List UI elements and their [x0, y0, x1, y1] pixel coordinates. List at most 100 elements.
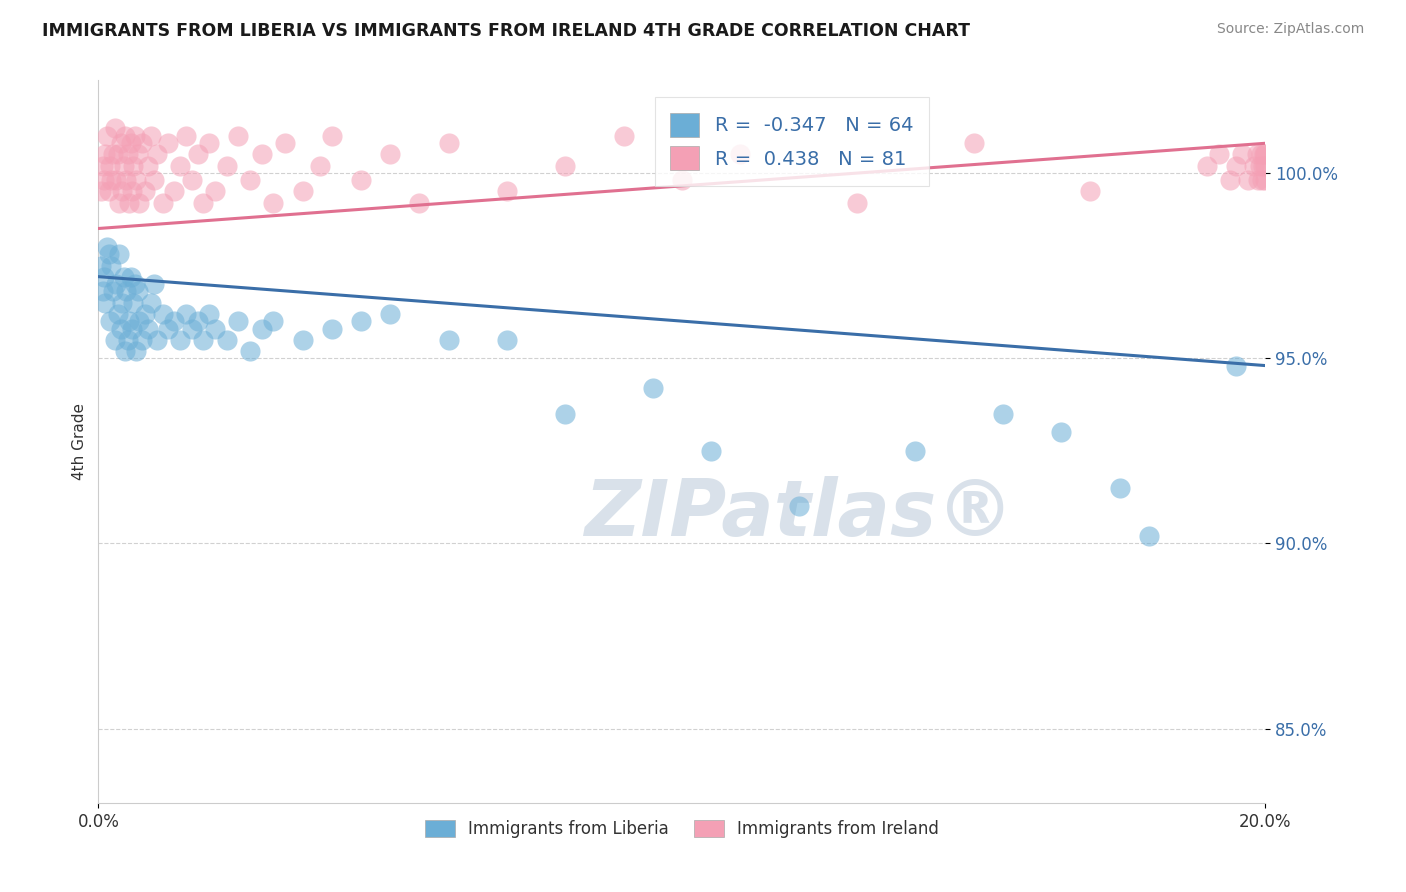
Point [554, 159, 576, 173]
Point [1050, 425, 1073, 440]
Point [1251, 173, 1274, 187]
Point [228, 314, 250, 328]
Point [96, 240, 118, 254]
Point [174, 307, 197, 321]
Point [1249, 159, 1271, 173]
Point [846, 195, 869, 210]
Point [991, 407, 1014, 421]
Point [118, 195, 141, 210]
Point [180, 321, 202, 335]
Point [228, 128, 250, 143]
Point [108, 247, 131, 261]
Point [118, 314, 141, 328]
Point [115, 173, 138, 187]
Point [496, 333, 519, 347]
Point [98, 159, 121, 173]
Point [139, 295, 162, 310]
Point [1108, 481, 1130, 495]
Point [169, 333, 191, 347]
Point [169, 159, 191, 173]
Point [108, 195, 131, 210]
Point [321, 128, 343, 143]
Point [437, 333, 460, 347]
Point [93, 269, 115, 284]
Point [1247, 173, 1270, 187]
Point [90, 259, 112, 273]
Point [215, 333, 238, 347]
Point [730, 147, 752, 161]
Point [152, 195, 174, 210]
Point [125, 173, 148, 187]
Point [1197, 159, 1219, 173]
Point [100, 173, 122, 187]
Point [1243, 159, 1265, 173]
Point [1208, 147, 1230, 161]
Point [101, 147, 124, 161]
Point [104, 121, 127, 136]
Point [1137, 529, 1160, 543]
Point [1251, 159, 1274, 173]
Point [91, 285, 114, 299]
Point [962, 136, 984, 151]
Point [146, 147, 169, 161]
Point [120, 269, 142, 284]
Point [321, 321, 343, 335]
Point [122, 295, 145, 310]
Point [263, 314, 285, 328]
Point [136, 321, 159, 335]
Point [641, 381, 664, 395]
Point [157, 136, 180, 151]
Point [437, 136, 460, 151]
Point [291, 185, 314, 199]
Point [124, 128, 146, 143]
Point [496, 185, 519, 199]
Point [112, 269, 135, 284]
Point [111, 185, 134, 199]
Point [250, 321, 273, 335]
Point [127, 285, 149, 299]
Point [291, 333, 314, 347]
Text: IMMIGRANTS FROM LIBERIA VS IMMIGRANTS FROM IRELAND 4TH GRADE CORRELATION CHART: IMMIGRANTS FROM LIBERIA VS IMMIGRANTS FR… [42, 22, 970, 40]
Point [1237, 173, 1260, 187]
Point [613, 128, 636, 143]
Point [152, 307, 174, 321]
Point [128, 314, 150, 328]
Point [90, 185, 112, 199]
Point [120, 136, 142, 151]
Point [198, 136, 221, 151]
Point [408, 195, 430, 210]
Point [115, 285, 138, 299]
Y-axis label: 4th Grade: 4th Grade [72, 403, 87, 480]
Text: Source: ZipAtlas.com: Source: ZipAtlas.com [1216, 22, 1364, 37]
Point [1225, 359, 1247, 373]
Point [104, 173, 127, 187]
Point [117, 147, 139, 161]
Legend: Immigrants from Liberia, Immigrants from Ireland: Immigrants from Liberia, Immigrants from… [418, 814, 946, 845]
Point [350, 314, 373, 328]
Point [101, 285, 124, 299]
Point [193, 333, 215, 347]
Point [350, 173, 373, 187]
Point [700, 443, 723, 458]
Point [127, 147, 149, 161]
Point [114, 128, 136, 143]
Point [671, 173, 693, 187]
Point [263, 195, 285, 210]
Point [142, 173, 165, 187]
Point [1246, 147, 1268, 161]
Point [1250, 147, 1272, 161]
Point [174, 128, 197, 143]
Point [100, 259, 122, 273]
Point [187, 314, 209, 328]
Point [787, 500, 810, 514]
Point [1253, 147, 1275, 161]
Point [187, 147, 209, 161]
Point [1080, 185, 1102, 199]
Point [134, 307, 156, 321]
Point [239, 173, 262, 187]
Point [1225, 159, 1247, 173]
Point [124, 277, 146, 291]
Point [125, 343, 148, 358]
Point [309, 159, 332, 173]
Point [204, 321, 226, 335]
